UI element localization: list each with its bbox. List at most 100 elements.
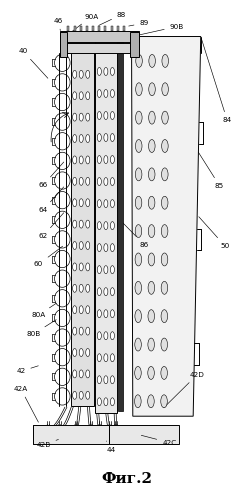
Circle shape	[134, 395, 141, 408]
Text: 80A: 80A	[31, 303, 56, 318]
Circle shape	[85, 156, 89, 164]
Circle shape	[147, 281, 154, 294]
Circle shape	[135, 253, 141, 266]
Circle shape	[161, 83, 168, 96]
Circle shape	[110, 288, 114, 295]
Circle shape	[103, 156, 107, 164]
Text: 88: 88	[99, 11, 125, 25]
Text: 89: 89	[128, 20, 148, 26]
Circle shape	[103, 134, 107, 142]
Circle shape	[160, 366, 167, 379]
Text: 44: 44	[106, 441, 116, 453]
Circle shape	[103, 288, 107, 295]
FancyBboxPatch shape	[71, 44, 94, 406]
Text: 90A: 90A	[66, 13, 98, 36]
Circle shape	[85, 113, 89, 121]
Circle shape	[135, 196, 141, 209]
Circle shape	[110, 244, 114, 251]
Circle shape	[161, 196, 167, 209]
Circle shape	[72, 306, 76, 314]
FancyBboxPatch shape	[67, 26, 69, 31]
Circle shape	[148, 196, 154, 209]
Circle shape	[79, 348, 83, 356]
Circle shape	[147, 395, 154, 408]
Text: 90B: 90B	[139, 23, 183, 35]
Circle shape	[103, 244, 107, 251]
FancyBboxPatch shape	[98, 26, 100, 31]
FancyBboxPatch shape	[104, 26, 106, 31]
FancyBboxPatch shape	[59, 31, 139, 42]
FancyBboxPatch shape	[85, 26, 87, 31]
FancyBboxPatch shape	[73, 26, 75, 31]
Circle shape	[85, 263, 89, 271]
Text: 42C: 42C	[141, 435, 176, 446]
Circle shape	[79, 306, 83, 314]
Circle shape	[161, 168, 167, 181]
Circle shape	[148, 54, 155, 67]
Circle shape	[103, 310, 107, 318]
Circle shape	[135, 111, 142, 124]
Circle shape	[85, 370, 89, 378]
Circle shape	[134, 366, 141, 379]
Circle shape	[79, 327, 83, 335]
Circle shape	[110, 89, 114, 97]
Text: 50: 50	[198, 217, 228, 249]
Circle shape	[147, 338, 154, 351]
Circle shape	[97, 332, 101, 340]
Circle shape	[72, 156, 76, 164]
Circle shape	[161, 225, 167, 238]
FancyBboxPatch shape	[116, 26, 118, 31]
Circle shape	[85, 306, 89, 314]
FancyBboxPatch shape	[130, 32, 139, 57]
Circle shape	[135, 140, 141, 153]
Circle shape	[134, 310, 141, 323]
Text: 80B: 80B	[26, 320, 56, 337]
Text: 46: 46	[54, 17, 63, 30]
Text: 64: 64	[39, 187, 64, 213]
Text: 66: 66	[39, 162, 64, 188]
Circle shape	[147, 366, 154, 379]
Circle shape	[97, 222, 101, 230]
Circle shape	[97, 112, 101, 119]
Circle shape	[72, 348, 76, 356]
Circle shape	[79, 199, 83, 207]
Circle shape	[160, 338, 167, 351]
Text: 42B: 42B	[36, 440, 58, 448]
Circle shape	[103, 89, 107, 97]
Circle shape	[79, 156, 83, 164]
Circle shape	[148, 111, 154, 124]
Circle shape	[135, 225, 141, 238]
Circle shape	[148, 225, 154, 238]
Circle shape	[97, 265, 101, 273]
Circle shape	[103, 354, 107, 362]
Circle shape	[72, 70, 76, 78]
Text: 86: 86	[121, 222, 148, 248]
Circle shape	[110, 265, 114, 273]
Circle shape	[103, 112, 107, 119]
Circle shape	[103, 332, 107, 340]
Circle shape	[79, 135, 83, 143]
Text: 42A: 42A	[14, 386, 38, 422]
Circle shape	[148, 253, 154, 266]
Circle shape	[85, 199, 89, 207]
Circle shape	[72, 220, 76, 228]
Circle shape	[161, 310, 167, 323]
Circle shape	[97, 354, 101, 362]
Circle shape	[79, 113, 83, 121]
Circle shape	[72, 113, 76, 121]
Circle shape	[103, 398, 107, 406]
Circle shape	[135, 83, 142, 96]
Circle shape	[72, 391, 76, 399]
Circle shape	[97, 178, 101, 186]
FancyBboxPatch shape	[59, 43, 131, 53]
Circle shape	[97, 398, 101, 406]
Circle shape	[72, 177, 76, 185]
Circle shape	[85, 177, 89, 185]
Circle shape	[97, 67, 101, 75]
Circle shape	[110, 134, 114, 142]
Circle shape	[161, 54, 168, 67]
Circle shape	[72, 135, 76, 143]
Circle shape	[103, 265, 107, 273]
Circle shape	[85, 220, 89, 228]
Circle shape	[97, 156, 101, 164]
